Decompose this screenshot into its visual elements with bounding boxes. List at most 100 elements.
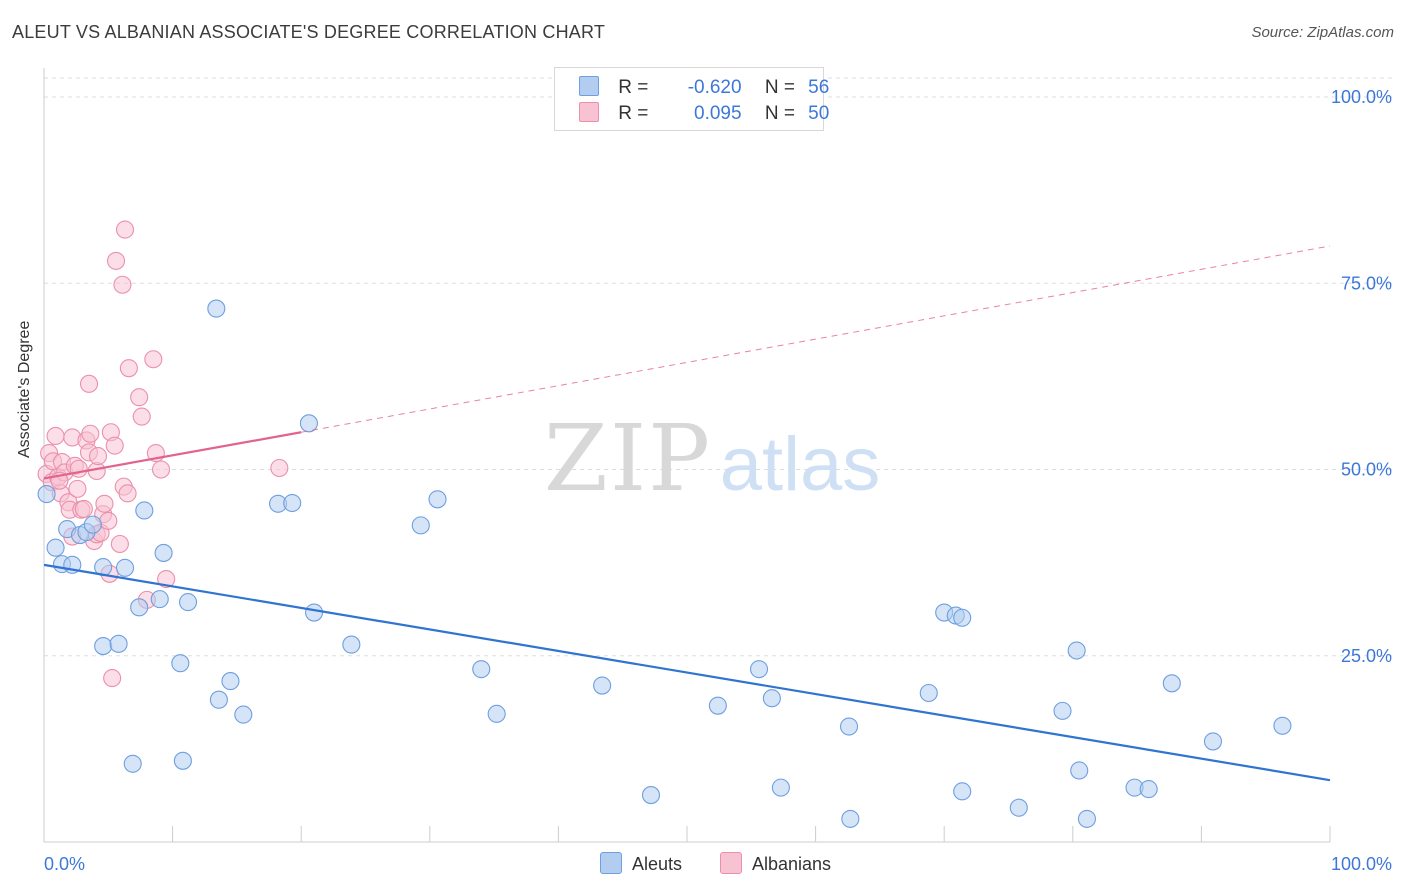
aleut-point bbox=[234, 705, 253, 724]
aleut-point bbox=[173, 751, 192, 770]
aleut-point bbox=[472, 660, 491, 679]
albanian-legend-swatch bbox=[720, 852, 742, 874]
aleut-point bbox=[299, 414, 318, 433]
aleut-point bbox=[1009, 798, 1028, 817]
legend-r-value: -0.620 bbox=[687, 77, 742, 98]
aleut-legend-swatch bbox=[600, 852, 622, 874]
legend-n-value: 56 bbox=[808, 77, 830, 98]
watermark: ZIP atlas bbox=[544, 405, 880, 512]
aleut-point bbox=[130, 598, 149, 617]
albanians-series bbox=[37, 220, 289, 688]
aleut-point bbox=[207, 299, 226, 318]
aleut-point bbox=[109, 634, 128, 653]
albanian-point bbox=[115, 220, 135, 239]
albanian-point bbox=[119, 359, 138, 378]
aleut-point bbox=[1273, 716, 1292, 735]
aleut-point bbox=[593, 676, 612, 695]
legend-item-albanians[interactable]: Albanians bbox=[720, 852, 831, 875]
albanian-point bbox=[270, 458, 289, 478]
legend-n-label: N = bbox=[764, 103, 795, 124]
aleut-point bbox=[209, 690, 228, 709]
aleut-point bbox=[641, 786, 661, 805]
correlation-legend: R = -0.620 N = 56 R = 0.095 N = 50 bbox=[554, 67, 829, 131]
albanian-legend-label: Albanians bbox=[752, 854, 832, 874]
aleut-point bbox=[1077, 809, 1096, 828]
albanian-point bbox=[74, 499, 93, 519]
albanian-point bbox=[81, 424, 100, 443]
albanian-point bbox=[79, 374, 99, 393]
aleut-point bbox=[37, 485, 56, 504]
aleut-point bbox=[762, 689, 781, 708]
aleut-legend-label: Aleuts bbox=[632, 854, 683, 874]
albanian-point bbox=[88, 447, 108, 466]
aleut-trend-line bbox=[43, 563, 1331, 782]
aleut-point bbox=[487, 704, 506, 723]
albanian-trend-line-extension bbox=[301, 245, 1331, 433]
aleut-swatch bbox=[579, 76, 599, 96]
legend-n-value: 50 bbox=[808, 103, 830, 124]
aleut-point bbox=[771, 778, 790, 797]
albanian-point bbox=[110, 534, 129, 554]
aleut-point bbox=[841, 809, 860, 828]
aleut-point bbox=[749, 660, 769, 679]
albanian-point bbox=[46, 426, 65, 446]
y-axis-label: Associate's Degree bbox=[16, 320, 33, 458]
aleut-point bbox=[953, 782, 972, 801]
aleut-point bbox=[1053, 701, 1072, 720]
albanian-point bbox=[99, 511, 118, 530]
legend-row-aleuts: R = -0.620 N = 56 bbox=[579, 76, 829, 99]
aleut-point bbox=[919, 683, 938, 703]
aleut-point bbox=[305, 603, 324, 622]
aleut-point bbox=[283, 493, 302, 513]
albanian-point bbox=[95, 494, 114, 513]
x-tick-label-min: 0.0% bbox=[44, 854, 85, 874]
aleut-point bbox=[154, 543, 173, 562]
aleut-point bbox=[123, 754, 142, 773]
albanian-trend-line bbox=[43, 431, 302, 480]
y-tick-labels: 25.0% 50.0% 75.0% 100.0% bbox=[1331, 87, 1392, 666]
y-tick-label: 75.0% bbox=[1341, 273, 1392, 293]
albanian-point bbox=[118, 484, 137, 503]
albanian-point bbox=[113, 275, 132, 294]
watermark-atlas: atlas bbox=[720, 422, 881, 507]
aleut-point bbox=[135, 501, 154, 520]
legend-item-aleuts[interactable]: Aleuts bbox=[600, 852, 682, 875]
aleut-point bbox=[83, 515, 102, 534]
aleut-point bbox=[839, 717, 859, 736]
aleut-point bbox=[46, 538, 65, 557]
aleut-point bbox=[94, 637, 113, 656]
aleut-point bbox=[1067, 641, 1086, 660]
albanian-swatch bbox=[579, 102, 599, 122]
y-tick-label: 25.0% bbox=[1341, 646, 1392, 666]
albanian-point bbox=[68, 479, 87, 498]
aleut-point bbox=[178, 593, 198, 612]
albanian-point bbox=[132, 407, 151, 426]
aleut-point bbox=[708, 696, 727, 715]
y-tick-label: 100.0% bbox=[1331, 87, 1392, 107]
aleut-point bbox=[221, 672, 240, 691]
albanian-point bbox=[157, 569, 176, 589]
legend-r-label: R = bbox=[618, 77, 649, 98]
aleut-point bbox=[150, 590, 169, 609]
albanian-point bbox=[144, 350, 163, 369]
aleut-point bbox=[411, 516, 430, 535]
watermark-zip: ZIP bbox=[544, 405, 712, 512]
aleut-point bbox=[428, 490, 447, 509]
aleut-point bbox=[342, 635, 361, 654]
x-tick-label-max: 100.0% bbox=[1331, 854, 1392, 874]
chart-title: ALEUT VS ALBANIAN ASSOCIATE'S DEGREE COR… bbox=[12, 22, 606, 42]
legend-row-albanians: R = 0.095 N = 50 bbox=[579, 102, 829, 125]
albanian-point bbox=[106, 251, 126, 270]
aleuts-series bbox=[37, 299, 1292, 828]
source-label: Source: ZipAtlas.com bbox=[1251, 24, 1394, 41]
albanian-point bbox=[103, 669, 122, 688]
legend-r-value: 0.095 bbox=[694, 103, 742, 124]
legend-n-label: N = bbox=[764, 77, 795, 98]
aleut-point bbox=[1203, 732, 1223, 751]
x-tick-labels: 0.0% 100.0% bbox=[44, 854, 1392, 874]
aleut-point bbox=[1139, 780, 1158, 799]
grid-lines bbox=[44, 77, 1392, 657]
legend-r-label: R = bbox=[618, 103, 649, 124]
aleut-point bbox=[953, 608, 972, 627]
